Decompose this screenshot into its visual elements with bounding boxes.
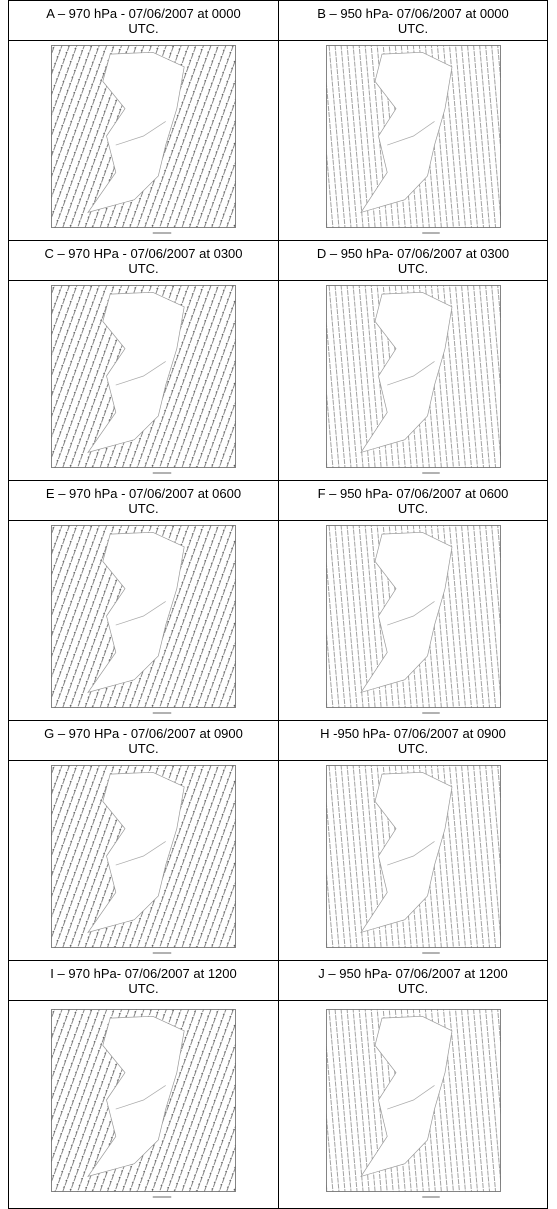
- border-line: [115, 120, 166, 145]
- panel-image: [8, 760, 279, 961]
- border-line: [386, 1084, 435, 1109]
- panel-image: [278, 280, 548, 481]
- panel-image: [278, 40, 548, 241]
- panel-caption: C – 970 HPa - 07/06/2007 at 0300 UTC.: [8, 240, 279, 281]
- land-area: [87, 51, 185, 213]
- wind-map: [325, 44, 501, 233]
- border-line: [386, 600, 435, 625]
- wind-map: [325, 764, 501, 953]
- wind-map: [51, 764, 236, 953]
- wind-map: [51, 284, 236, 473]
- wind-map: [325, 1008, 501, 1197]
- panel-image: [8, 40, 279, 241]
- panel-caption: E – 970 hPa - 07/06/2007 at 0600 UTC.: [8, 480, 279, 521]
- border-line: [386, 360, 435, 385]
- panel-image: [278, 760, 548, 961]
- border-line: [386, 840, 435, 865]
- panel-image: [278, 1000, 548, 1209]
- land-area: [87, 291, 185, 453]
- panel-caption: B – 950 hPa- 07/06/2007 at 0000 UTC.: [278, 0, 548, 41]
- wind-map: [325, 524, 501, 713]
- border-line: [115, 1084, 166, 1109]
- land-area: [359, 1015, 452, 1177]
- border-line: [115, 840, 166, 865]
- land-area: [87, 1015, 185, 1177]
- land-area: [359, 531, 452, 693]
- land-area: [87, 531, 185, 693]
- land-area: [359, 51, 452, 213]
- panel-caption: J – 950 hPa- 07/06/2007 at 1200 UTC.: [278, 960, 548, 1001]
- panel-image: [8, 1000, 279, 1209]
- panel-caption: I – 970 hPa- 07/06/2007 at 1200 UTC.: [8, 960, 279, 1001]
- panel-image: [8, 280, 279, 481]
- wind-map: [51, 1008, 236, 1197]
- wind-map: [51, 44, 236, 233]
- wind-map: [51, 524, 236, 713]
- land-area: [359, 771, 452, 933]
- land-area: [359, 291, 452, 453]
- panel-image: [278, 520, 548, 721]
- border-line: [115, 600, 166, 625]
- panel-caption: F – 950 hPa- 07/06/2007 at 0600 UTC.: [278, 480, 548, 521]
- panel-caption: G – 970 HPa - 07/06/2007 at 0900 UTC.: [8, 720, 279, 761]
- border-line: [386, 120, 435, 145]
- panel-caption: D – 950 hPa- 07/06/2007 at 0300 UTC.: [278, 240, 548, 281]
- panel-image: [8, 520, 279, 721]
- border-line: [115, 360, 166, 385]
- panel-caption: H -950 hPa- 07/06/2007 at 0900 UTC.: [278, 720, 548, 761]
- land-area: [87, 771, 185, 933]
- wind-map: [325, 284, 501, 473]
- panel-caption: A – 970 hPa - 07/06/2007 at 0000 UTC.: [8, 0, 279, 41]
